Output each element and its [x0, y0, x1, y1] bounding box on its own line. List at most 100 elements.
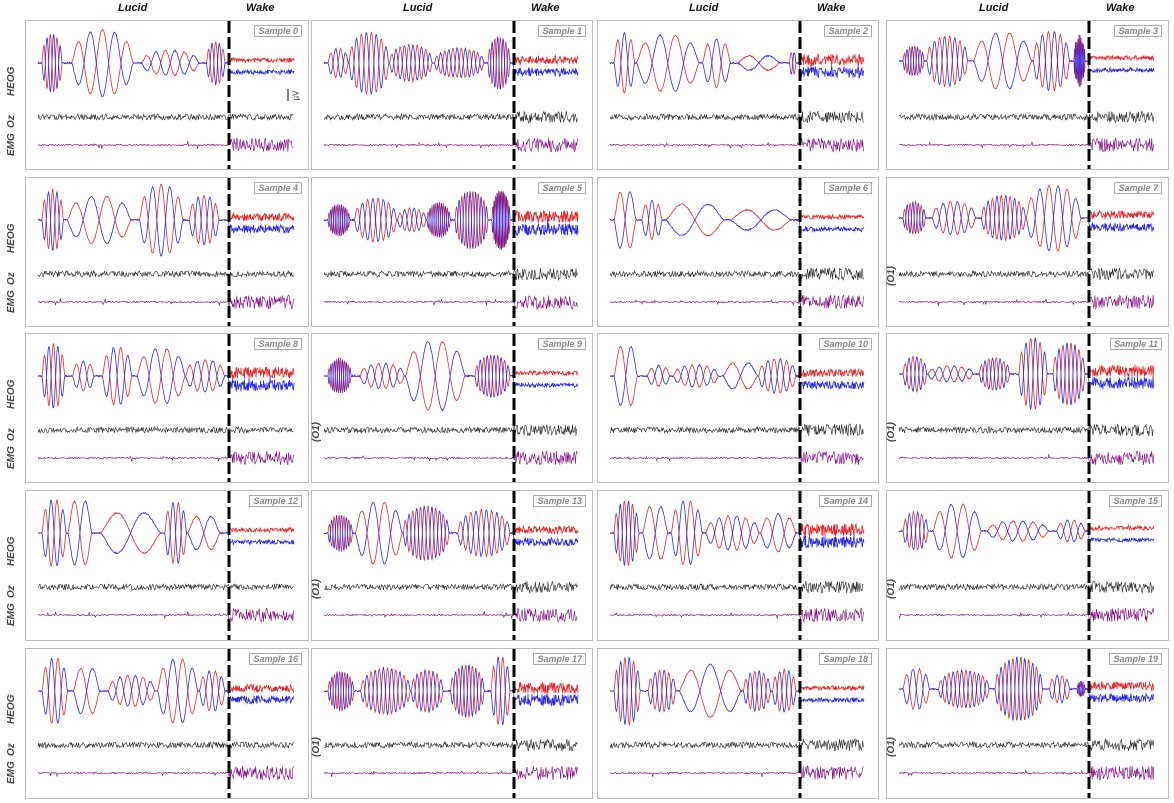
- signal-plot: [898, 334, 1155, 482]
- eeg-trace: [37, 113, 294, 121]
- emg-trace: [898, 450, 1155, 466]
- eeg-trace: [323, 110, 578, 124]
- sample-panel: Sample 11 (O1): [886, 333, 1169, 483]
- sample-label: Sample 12: [249, 495, 302, 507]
- sample-panel: Sample 6: [597, 177, 879, 327]
- emg-trace: [37, 765, 294, 781]
- emg-trace: [609, 137, 864, 153]
- emg-trace: [37, 607, 294, 623]
- heog-trace-blue: [899, 185, 1155, 252]
- emg-trace: [609, 765, 864, 780]
- emg-trace: [898, 765, 1155, 781]
- sample-panel: Sample 5: [311, 177, 593, 327]
- emg-trace: [898, 607, 1155, 622]
- sample-panel: Sample 12: [25, 490, 309, 641]
- signal-plot: [898, 649, 1155, 798]
- sample-panel: Sample 9 (O1): [311, 333, 593, 483]
- signal-plot: [323, 649, 579, 798]
- eeg-trace: [37, 583, 294, 592]
- sample-panel: Sample 19 (O1): [886, 648, 1169, 799]
- sample-panel: Sample 7 (O1): [886, 177, 1169, 327]
- heog-trace-blue: [323, 191, 579, 250]
- heog-trace-blue: [609, 345, 865, 406]
- heog-trace-blue: [37, 31, 295, 98]
- channel-label: EMG: [6, 446, 17, 469]
- heog-trace-red: [609, 345, 865, 407]
- lucid-header: Lucid: [689, 2, 719, 14]
- channel-label: HEOG: [6, 379, 17, 409]
- heog-trace-blue: [609, 656, 865, 725]
- channel-label: EMG: [6, 290, 17, 313]
- channel-label: HEOG: [6, 536, 17, 566]
- sample-panel: Sample 10: [597, 333, 879, 483]
- signal-plot: [37, 178, 295, 326]
- heog-trace-blue: [323, 341, 579, 412]
- eeg-trace: [898, 423, 1154, 437]
- channel-label: Oz: [6, 585, 17, 598]
- heog-trace-blue: [37, 499, 295, 567]
- channel-label: HEOG: [6, 694, 17, 724]
- sample-label: Sample 14: [819, 495, 872, 507]
- eeg-trace: [323, 738, 578, 752]
- lucid-header: Lucid: [403, 2, 433, 14]
- eeg-trace: [609, 267, 864, 282]
- signal-plot: [37, 649, 295, 798]
- eeg-trace: [609, 423, 864, 437]
- heog-trace-red: [609, 500, 865, 566]
- heog-trace-red: [37, 28, 295, 95]
- heog-trace-blue: [37, 345, 295, 409]
- o1-channel-label: (O1): [886, 737, 897, 757]
- sample-label: Sample 19: [1109, 653, 1162, 665]
- heog-trace-blue: [609, 191, 865, 249]
- emg-trace: [898, 137, 1155, 153]
- signal-plot: [898, 491, 1155, 640]
- emg-trace: [323, 765, 578, 781]
- sample-label: Sample 17: [533, 653, 586, 665]
- heog-trace-blue: [898, 503, 1155, 559]
- signal-plot: [898, 178, 1155, 326]
- sample-panel: Sample 15 (O1): [886, 490, 1169, 641]
- emg-trace: [323, 607, 578, 623]
- o1-channel-label: (O1): [311, 579, 322, 599]
- channel-label: HEOG: [6, 66, 17, 96]
- sample-label: Sample 11: [1110, 338, 1162, 350]
- sample-panel: Sample 13 (O1): [311, 490, 593, 641]
- heog-trace-blue: [898, 30, 1155, 92]
- channel-label: Oz: [6, 743, 17, 756]
- sample-label: Sample 9: [538, 338, 586, 350]
- signal-plot: [323, 178, 579, 326]
- sample-panel: Sample 3: [886, 20, 1169, 170]
- emg-trace: [323, 450, 578, 466]
- wake-header: Wake: [1106, 2, 1135, 14]
- heog-trace-blue: [38, 657, 294, 724]
- eeg-trace: [37, 741, 294, 750]
- heog-trace-blue: [898, 656, 1155, 721]
- signal-plot: [898, 21, 1155, 169]
- signal-plot: [609, 491, 865, 640]
- heog-trace-blue: [898, 337, 1155, 410]
- heog-trace-red: [37, 183, 295, 254]
- emg-trace: [609, 294, 864, 310]
- sample-label: Sample 10: [819, 338, 872, 350]
- lucid-header: Lucid: [979, 2, 1009, 14]
- signal-plot: [323, 334, 579, 482]
- channel-label: EMG: [6, 761, 17, 784]
- o1-channel-label: (O1): [886, 579, 897, 599]
- sample-label: Sample 1: [538, 25, 586, 37]
- sample-label: Sample 7: [1114, 182, 1162, 194]
- heog-trace-red: [323, 340, 579, 411]
- heog-trace-red: [609, 657, 865, 726]
- heog-trace-red: [609, 192, 865, 249]
- o1-channel-label: (O1): [311, 422, 322, 442]
- heog-trace-red: [898, 338, 1155, 410]
- wake-header: Wake: [246, 2, 275, 14]
- sample-panel: Sample 14: [597, 490, 879, 641]
- channel-label: EMG: [6, 133, 17, 156]
- heog-trace-red: [37, 498, 295, 567]
- eeg-trace: [609, 110, 864, 123]
- signal-plot: [37, 334, 295, 482]
- emg-trace: [609, 450, 864, 465]
- channel-label: EMG: [6, 603, 17, 626]
- lucid-header: Lucid: [118, 2, 148, 14]
- eeg-trace: [609, 738, 864, 751]
